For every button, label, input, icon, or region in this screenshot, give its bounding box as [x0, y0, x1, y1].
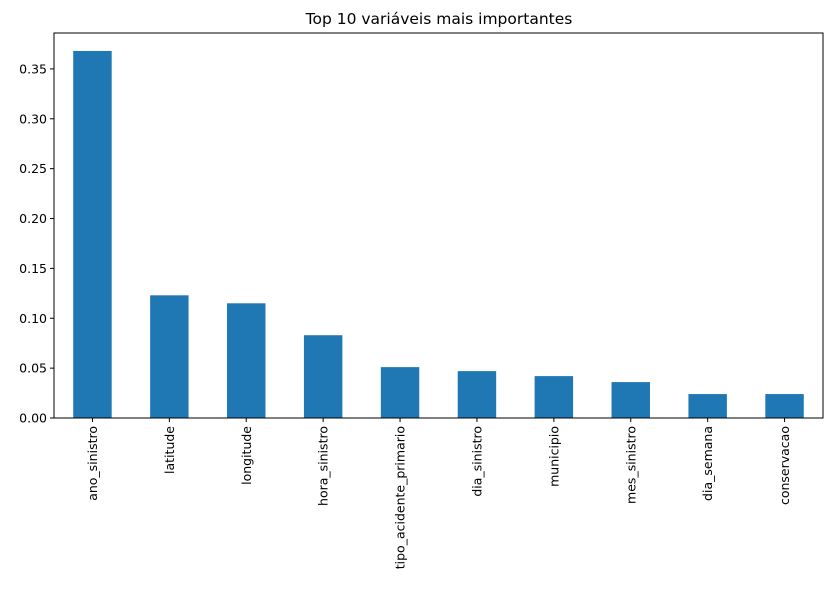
- bar-latitude: [150, 295, 189, 418]
- x-tick-label: municipio: [546, 426, 561, 487]
- y-tick-label: 0.30: [19, 111, 47, 126]
- x-axis: ano_sinistro latitude longitude hora_sinist…: [85, 418, 792, 569]
- x-tick-label: tipo_acidente_primario: [393, 426, 408, 569]
- bar-hora_sinistro: [303, 335, 343, 418]
- bar-mes_sinistro: [611, 382, 650, 418]
- plot-frame: [53, 32, 824, 419]
- bars-group: [73, 50, 804, 418]
- x-tick-label: longitude: [239, 426, 254, 485]
- y-tick-label: 0.35: [19, 61, 47, 76]
- bar-longitude: [227, 303, 266, 418]
- x-tick-label: dia_sinistro: [469, 426, 484, 497]
- y-tick-label: 0.15: [19, 261, 47, 276]
- chart-title: Top 10 variáveis mais importantes: [305, 10, 573, 28]
- y-tick-label: 0.05: [19, 361, 47, 376]
- bar-tipo_acidente_primario: [380, 367, 420, 418]
- x-tick-label: hora_sinistro: [316, 426, 331, 506]
- bar-dia_semana: [688, 394, 727, 418]
- bar-ano_sinistro: [73, 50, 112, 418]
- x-tick-label: dia_semana: [700, 426, 715, 501]
- x-tick-label: conservacao: [777, 426, 792, 505]
- x-tick-label: mes_sinistro: [623, 426, 638, 504]
- y-tick-label: 0.10: [19, 311, 47, 326]
- y-tick-label: 0.25: [19, 161, 47, 176]
- x-tick-label: latitude: [162, 426, 177, 474]
- bar-conservacao: [765, 394, 804, 418]
- y-axis: 0.00 0.05 0.10 0.15 0.20 0.25 0.30 0.35: [19, 61, 54, 426]
- bar-municipio: [534, 376, 574, 418]
- bar-dia_sinistro: [457, 371, 497, 418]
- y-tick-label: 0.20: [19, 211, 47, 226]
- y-tick-label: 0.00: [19, 411, 47, 426]
- x-tick-label: ano_sinistro: [85, 426, 100, 501]
